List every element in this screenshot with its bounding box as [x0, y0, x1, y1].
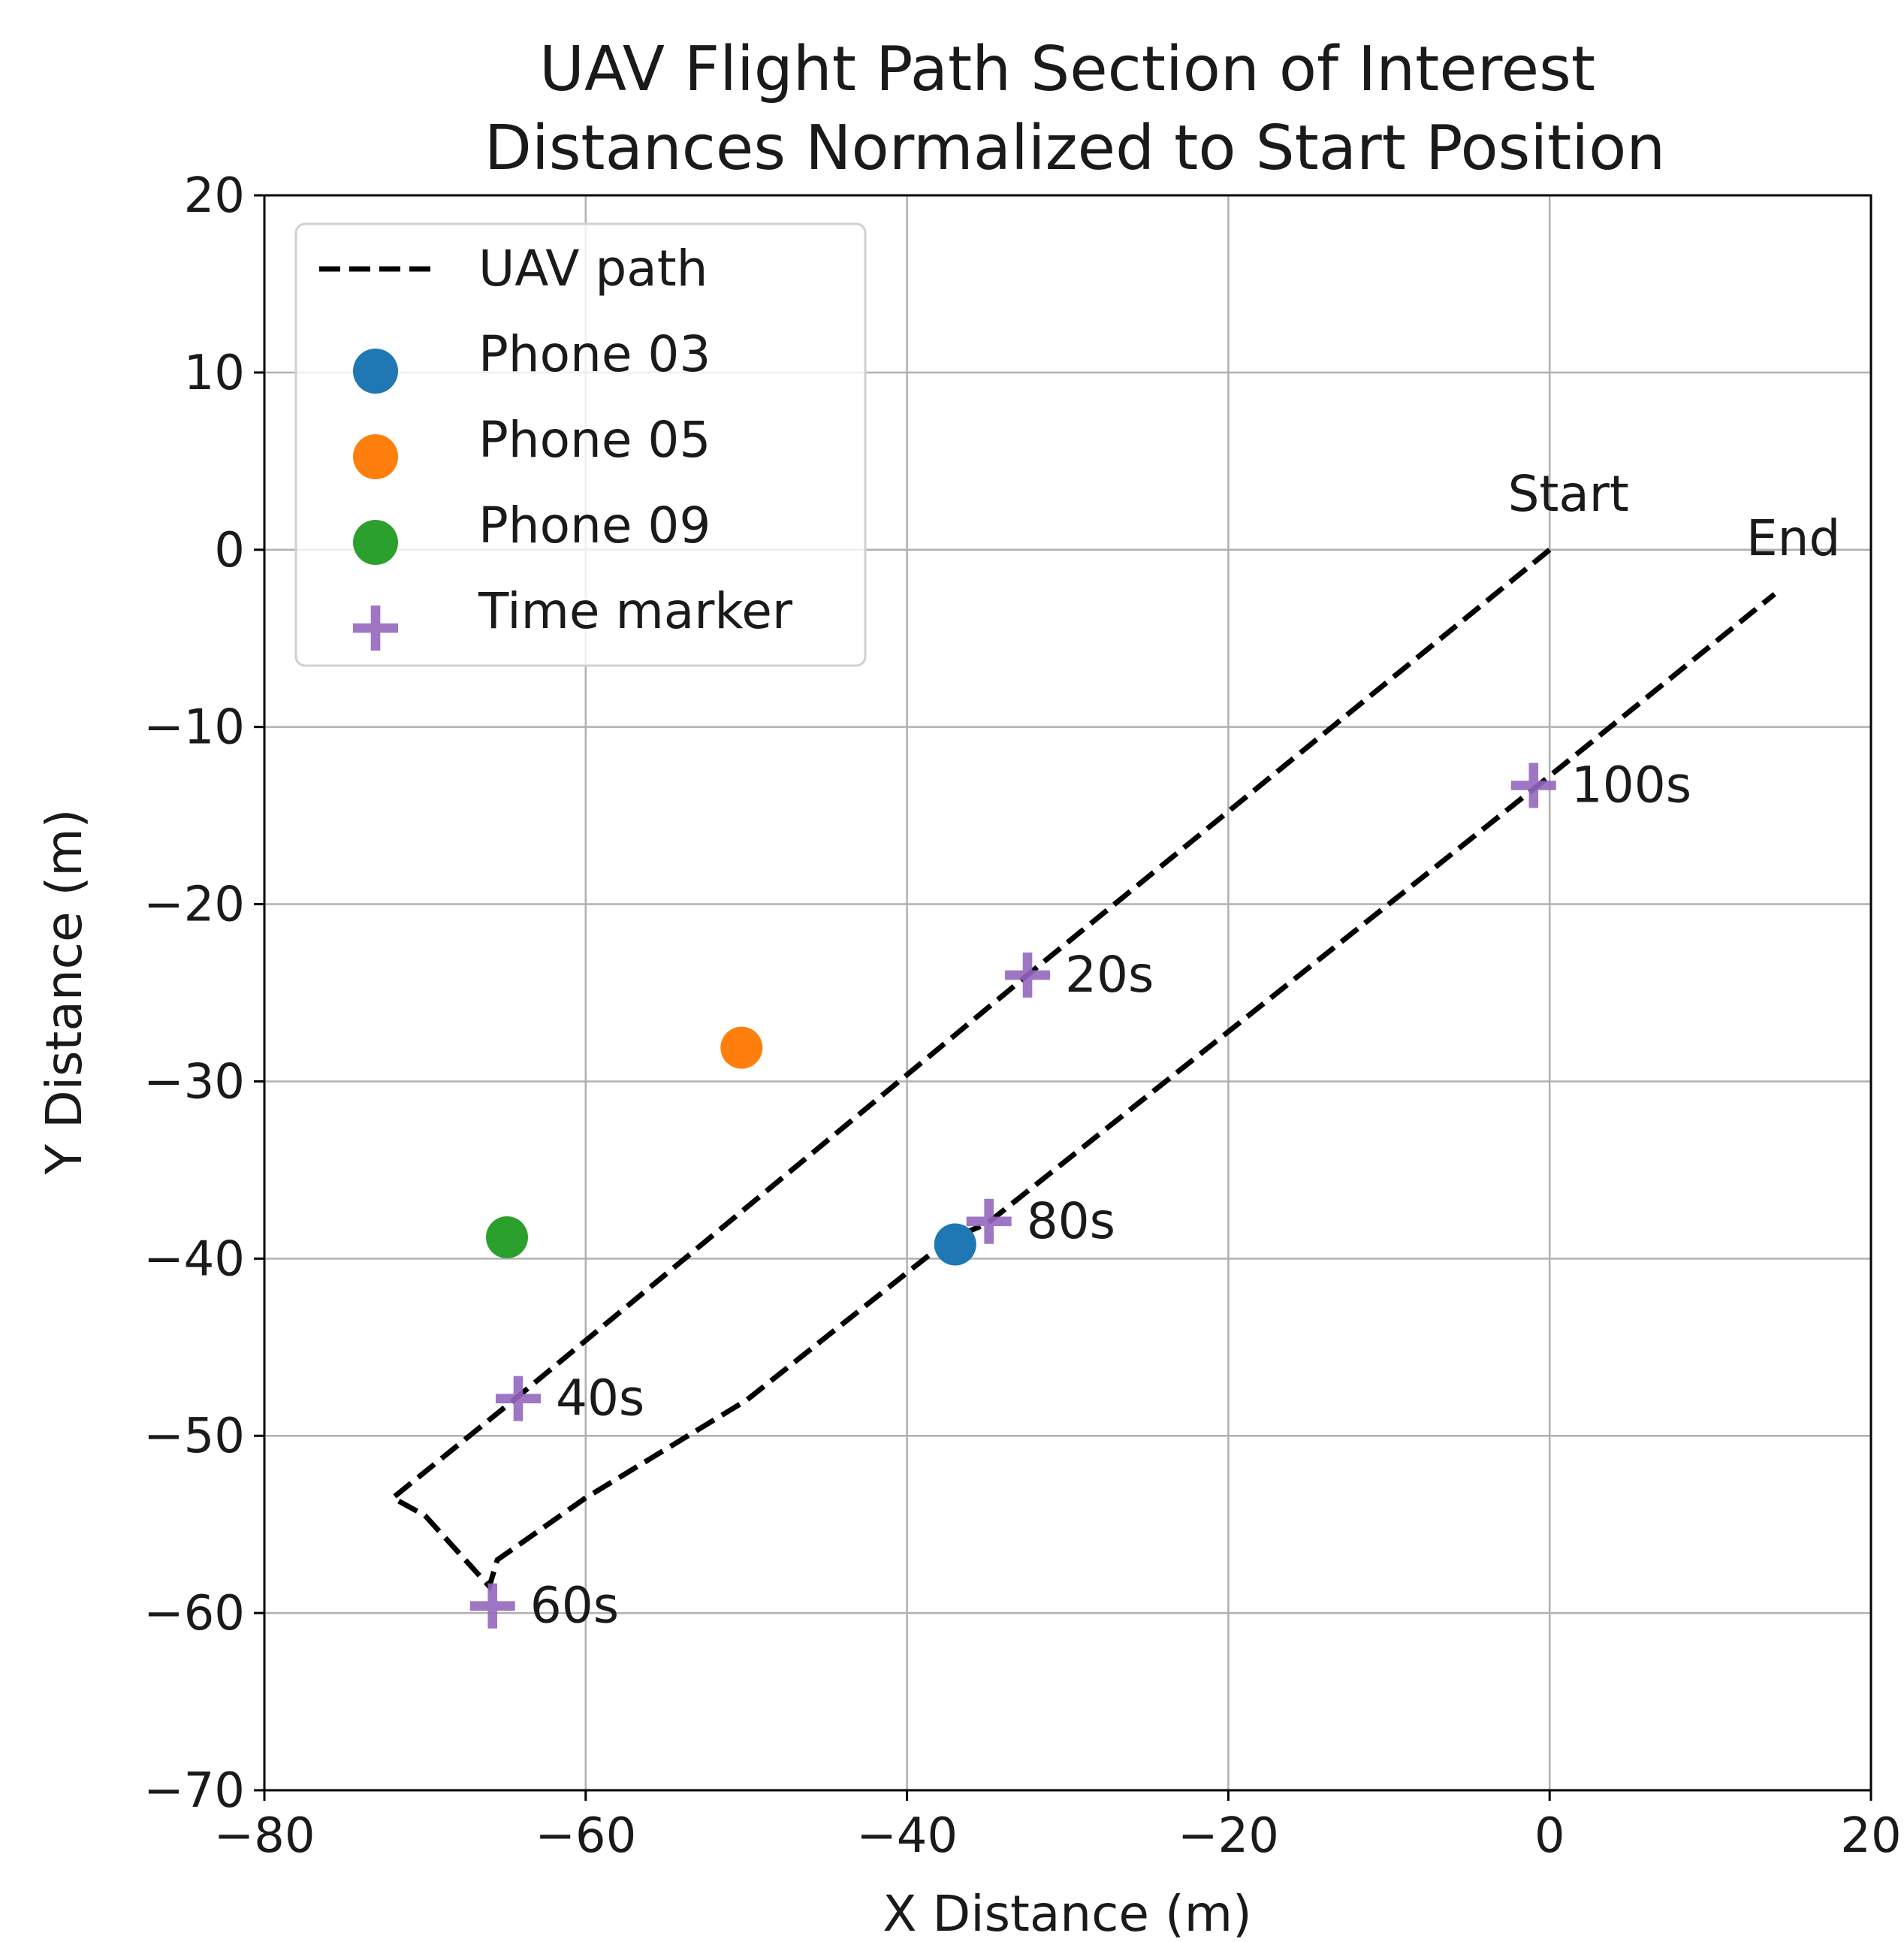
legend-label: Phone 05 [478, 411, 711, 469]
legend-box [294, 222, 867, 667]
y-tick-label: −70 [143, 1763, 245, 1819]
legend: UAV path Phone 03 Phone 05 Phone 09 Time mar… [294, 222, 867, 667]
y-tick-label: −50 [143, 1409, 245, 1464]
time-marker-label: 40s [556, 1370, 644, 1427]
y-tick-label: 0 [214, 523, 245, 578]
legend-label: Phone 03 [478, 325, 711, 383]
legend-label: Time marker [478, 582, 793, 640]
legend-swatch-point [353, 349, 398, 394]
y-tick-label: −40 [143, 1231, 245, 1287]
x-axis-label: X Distance (m) [883, 1885, 1252, 1942]
x-tick-label: 20 [1840, 1808, 1901, 1864]
y-tick-label: −10 [143, 700, 245, 756]
axis-ticks: −80 −60 −40 −20 0 20 20 10 0 −10 −20 −30 −40 −50 −60 −7… [143, 168, 1902, 1864]
phone-point [485, 1216, 528, 1259]
time-marker-label: 80s [1027, 1192, 1115, 1250]
series [388, 548, 1776, 1629]
time-marker [1005, 952, 1051, 998]
legend-label: UAV path [478, 240, 708, 297]
y-tick-label: 20 [184, 168, 245, 224]
path-annotation: End [1746, 509, 1840, 567]
phone-point [934, 1223, 976, 1266]
uav-path-line [388, 548, 1776, 1592]
time-marker [469, 1583, 515, 1629]
chart-title-line-1: UAV Flight Path Section of Interest [539, 34, 1595, 105]
time-marker [966, 1198, 1012, 1244]
time-marker [1510, 763, 1556, 808]
y-tick-label: −60 [143, 1586, 245, 1641]
y-tick-label: 10 [184, 346, 245, 401]
y-tick-label: −20 [143, 877, 245, 933]
x-tick-label: 0 [1534, 1808, 1565, 1864]
legend-swatch-marker [352, 606, 398, 651]
y-tick-label: −30 [143, 1054, 245, 1110]
time-marker-label: 60s [530, 1577, 619, 1635]
phone-point [720, 1026, 763, 1069]
x-tick-label: −40 [856, 1808, 958, 1864]
x-tick-label: −60 [535, 1808, 636, 1864]
legend-swatch-point [353, 434, 398, 479]
time-marker-label: 100s [1571, 757, 1691, 814]
time-marker [495, 1376, 541, 1421]
legend-label: Phone 09 [478, 497, 711, 554]
time-marker-label: 20s [1065, 946, 1154, 1004]
plot-area [263, 194, 1872, 1792]
x-tick-label: −80 [213, 1808, 315, 1864]
y-axis-label: Y Distance (m) [35, 809, 93, 1176]
path-annotation: Start [1508, 465, 1629, 523]
x-tick-label: −20 [1178, 1808, 1279, 1864]
annotations: 20s 40s 60s 80s 100s Start End [530, 465, 1841, 1635]
chart-title-line-2: Distances Normalized to Start Position [484, 113, 1665, 184]
legend-swatch-point [353, 520, 398, 565]
